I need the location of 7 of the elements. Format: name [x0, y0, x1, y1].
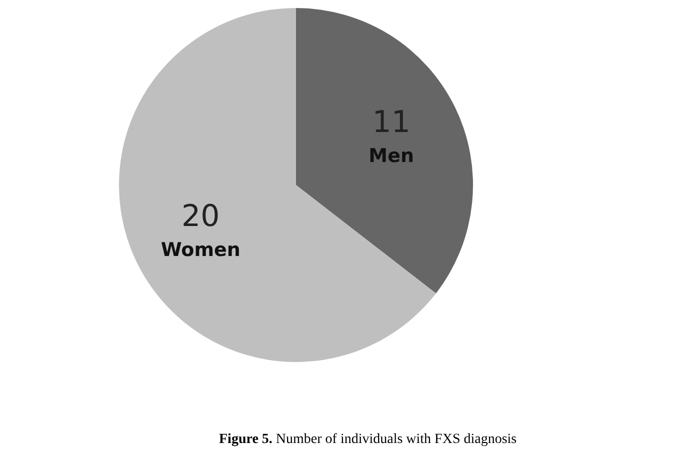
data-label: 20	[182, 198, 220, 234]
caption: Figure 5. Number of individuals with FXS diagnosis	[219, 432, 517, 448]
data-label: 11	[372, 105, 410, 140]
pie-slice	[119, 8, 436, 362]
pie-slice	[296, 8, 473, 294]
slice-label: Women	[160, 238, 240, 261]
slice-label: Men	[368, 145, 414, 168]
